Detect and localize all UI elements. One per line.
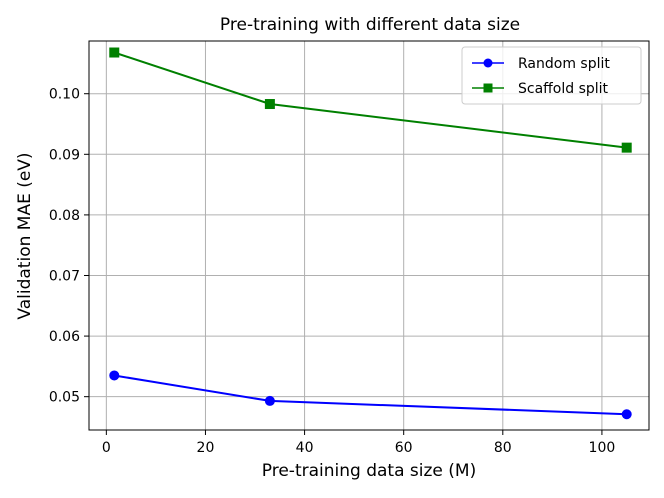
data-point-random-split [621,409,632,420]
grid-lines [89,41,649,430]
axis-ticks: 0 20 40 60 80 100 0.05 0.06 0.07 0.08 0.09 0.10 [49,87,615,456]
x-tick-label: 40 [296,440,314,456]
x-tick-label: 100 [589,440,616,456]
x-tick-label: 0 [102,440,111,456]
y-tick-label: 0.08 [49,208,80,224]
data-point-scaffold-split [621,142,632,153]
y-tick-label: 0.09 [49,147,80,163]
x-tick-label: 60 [395,440,413,456]
data-point-random-split [264,395,275,406]
y-tick-label: 0.07 [49,268,80,284]
data-point-random-split [109,370,120,381]
legend-marker-scaffold [483,83,493,93]
legend-frame [461,46,642,105]
x-axis-title: Pre-training data size (M) [262,461,476,481]
data-point-scaffold-split [109,47,120,58]
y-tick-label: 0.06 [49,329,80,345]
series-line-random-split [114,374,627,416]
data-point-scaffold-split [264,99,275,110]
chart-title: Pre-training with different data size [220,15,520,35]
y-axis-title: Validation MAE (eV) [15,152,35,319]
y-tick-label: 0.05 [49,390,80,406]
legend-label-random: Random split [518,56,610,72]
y-tick-label: 0.10 [49,87,80,103]
legend-marker-random [483,58,493,68]
series-layer [109,47,632,420]
legend-label-scaffold: Scaffold split [518,81,609,97]
x-tick-label: 20 [197,440,215,456]
x-tick-label: 80 [494,440,512,456]
legend: Random split Scaffold split [461,46,642,105]
plot-frame [88,40,650,431]
